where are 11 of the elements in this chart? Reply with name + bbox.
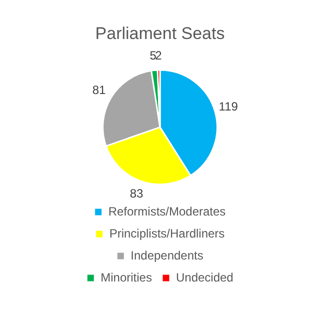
data-label: 83: [130, 186, 144, 201]
legend-label: Principlists/Hardliners: [109, 226, 225, 240]
data-label: 5: [150, 48, 157, 63]
legend-label: Undecided: [176, 270, 234, 284]
data-label: 119: [218, 100, 238, 114]
data-label: 2: [155, 48, 162, 62]
legend-label: Independents: [130, 248, 204, 262]
chart-title: Parliament Seats: [95, 24, 225, 43]
data-label: 81: [92, 82, 106, 97]
legend-label: Reformists/Moderates: [108, 204, 226, 218]
legend-label: Minorities: [100, 270, 152, 284]
